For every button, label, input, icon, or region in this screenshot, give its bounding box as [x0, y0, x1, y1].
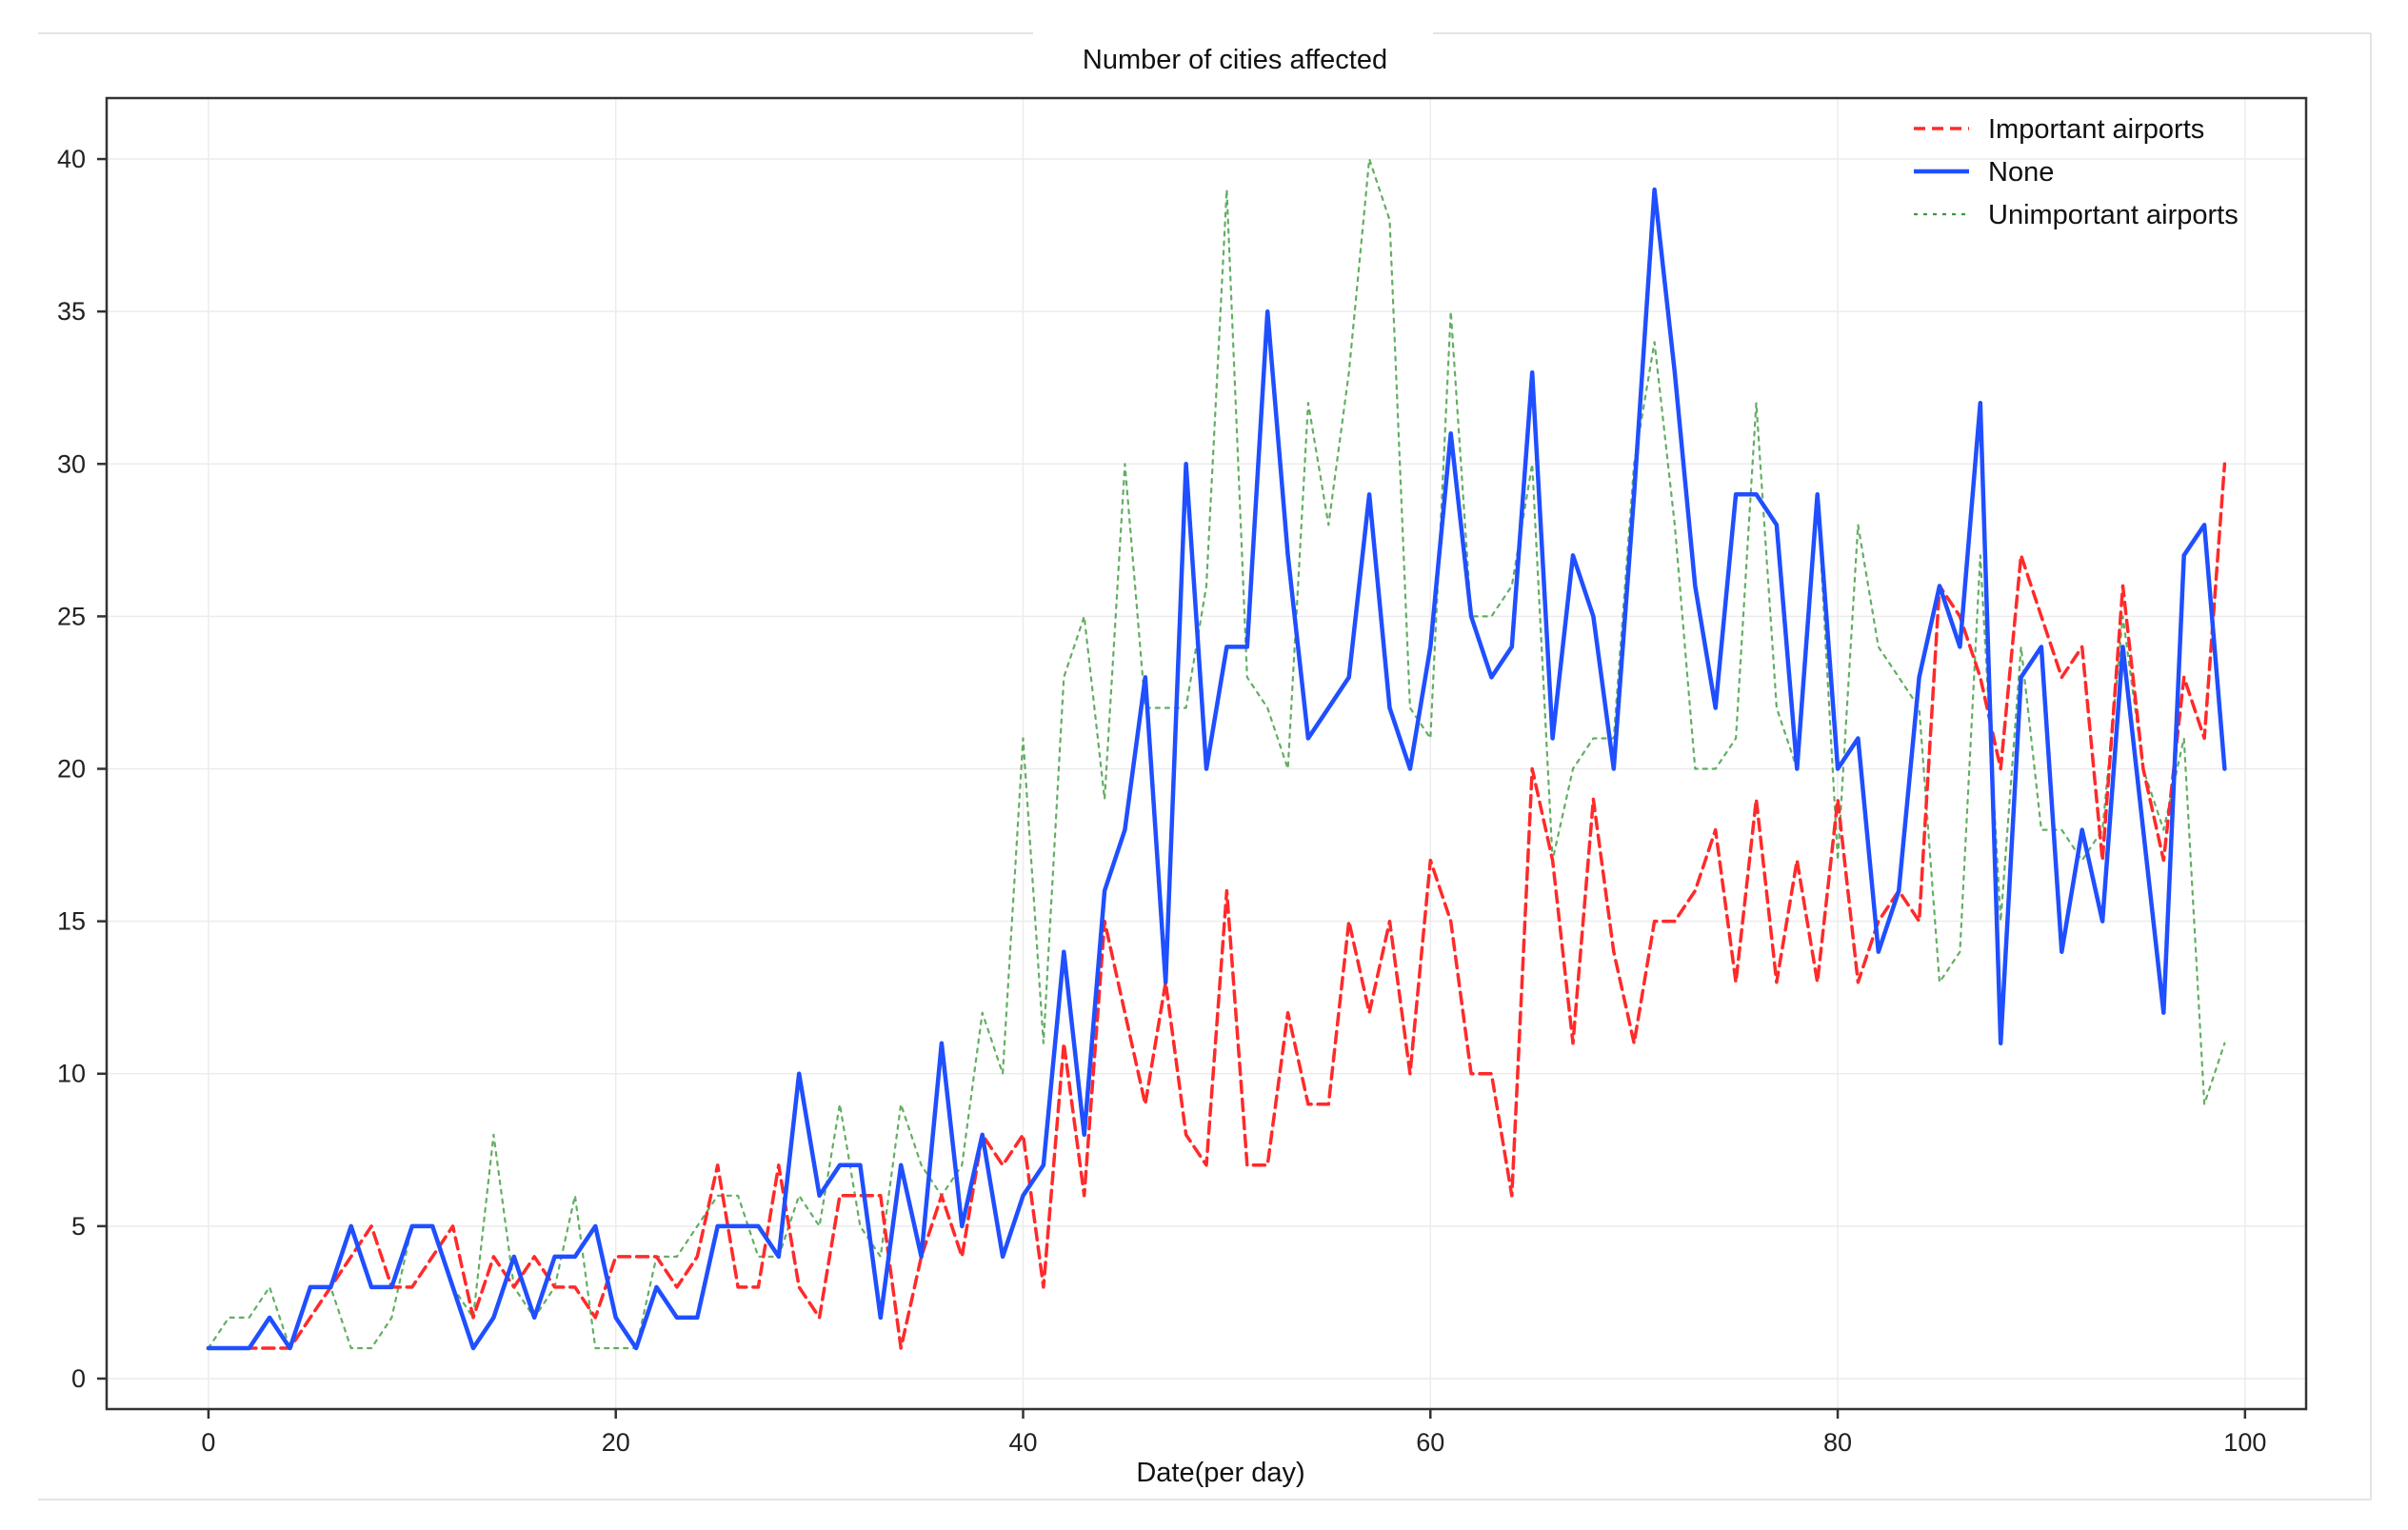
- series-lines: [206, 157, 2227, 1351]
- grid: [107, 98, 2306, 1409]
- legend-label: Important airports: [1988, 114, 2204, 145]
- y-tick-label: 35: [57, 297, 86, 326]
- legend: Important airports None Unimportant airpor…: [1914, 114, 2239, 230]
- y-tick-label: 5: [71, 1212, 86, 1241]
- x-tick-label: 20: [602, 1428, 630, 1457]
- y-tick-label: 30: [57, 449, 86, 478]
- x-tick-label: 60: [1416, 1428, 1444, 1457]
- series-line-unimportant-airports: [207, 157, 2226, 1350]
- y-tick-label: 20: [57, 755, 86, 784]
- y-tick-label: 40: [57, 145, 86, 173]
- legend-label: None: [1988, 157, 2054, 188]
- y-tick-label: 15: [57, 907, 86, 936]
- series-line-none: [206, 187, 2227, 1351]
- x-tick-label: 0: [201, 1428, 215, 1457]
- y-tick-label: 25: [57, 602, 86, 630]
- y-tick-label: 10: [57, 1060, 86, 1088]
- x-tick-label: 80: [1823, 1428, 1852, 1457]
- x-tick-label: 100: [2223, 1428, 2266, 1457]
- chart-title: Number of cities affected: [1083, 45, 1387, 75]
- x-tick-label: 40: [1008, 1428, 1037, 1457]
- series-line-important-airports: [207, 462, 2227, 1350]
- plot-area: [105, 96, 2308, 1411]
- axis-ticks: 0 20 40 60 80 100 0 5 10 15 20 25 30 35 40: [57, 145, 2266, 1457]
- legend-label: Unimportant airports: [1988, 200, 2239, 230]
- x-axis-label: Date(per day): [1136, 1458, 1304, 1488]
- y-tick-label: 0: [71, 1364, 86, 1393]
- figure-frame: [38, 32, 2372, 1500]
